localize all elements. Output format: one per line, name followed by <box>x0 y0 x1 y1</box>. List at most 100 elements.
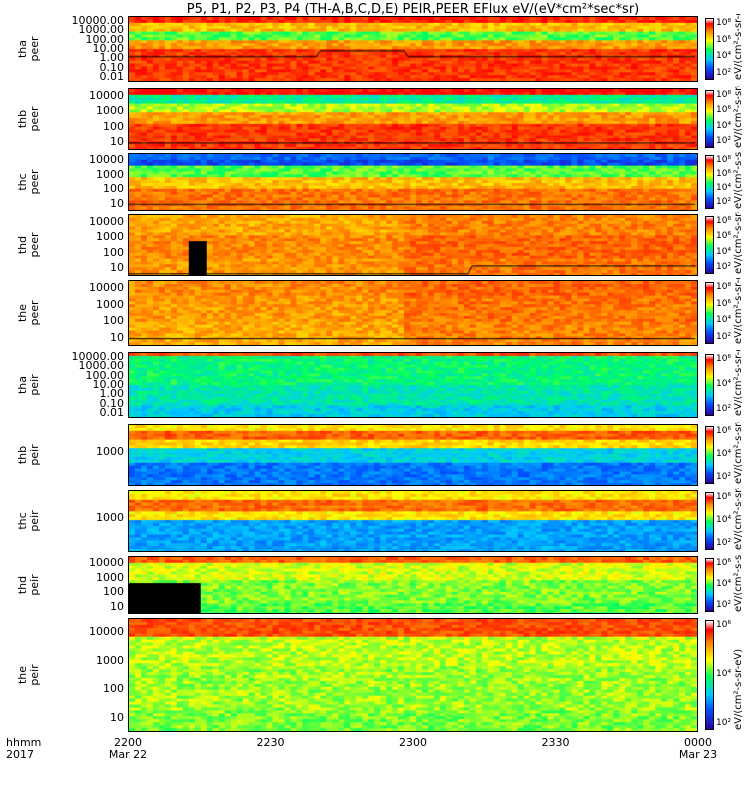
y-axis-label: thd peer <box>16 230 41 260</box>
y-axis-label-quantity: peir <box>28 444 41 466</box>
chart-title: P5, P1, P2, P3, P4 (TH-A,B,C,D,E) PEIR,P… <box>186 2 640 17</box>
colorbar-tick-label: 10² <box>716 404 732 414</box>
spectrogram-thd-peer <box>128 214 698 276</box>
colorbar-units-label: eV/(cm²-s-sr-eV) <box>733 278 744 344</box>
colorbar-tick-label: 10⁶ <box>716 169 732 179</box>
y-tick-label: 0.01 <box>99 70 125 84</box>
y-tick-label: 10.00 <box>92 42 125 55</box>
y-tick-label: 10000 <box>89 214 124 228</box>
y-tick-label: 1000 <box>96 297 124 311</box>
x-tick-label: 2300 <box>383 737 443 749</box>
y-axis-label-quantity: peer <box>28 36 41 62</box>
x-axis-row-labels: hhmm 2017 <box>6 737 41 761</box>
y-tick-label: 100 <box>103 245 124 259</box>
colorbar-tick-label: 10⁴ <box>716 579 732 589</box>
y-tick-label: 1000 <box>96 653 124 667</box>
colorbar-tick-label: 10² <box>716 600 732 610</box>
y-tick-label: 10000.00 <box>71 349 125 363</box>
y-axis-label-quantity: peer <box>28 106 41 132</box>
y-tick-label: 100 <box>103 585 124 599</box>
x-tick-date: Mar 22 <box>108 748 148 761</box>
y-tick-label: 1000.00 <box>78 23 125 37</box>
y-axis-label-quantity: peer <box>28 300 41 326</box>
colorbar-tick-label: 10⁴ <box>716 120 732 131</box>
spectrogram-image <box>129 491 697 551</box>
x-tick-time: 2300 <box>399 736 427 749</box>
spectrogram-image <box>129 619 697 731</box>
y-tick-label: 1000 <box>96 444 124 458</box>
y-tick-label: 0.10 <box>99 396 125 410</box>
spectrogram-tha-peer <box>128 16 698 82</box>
spectrogram-image <box>129 17 697 81</box>
y-axis-label-quantity: peir <box>28 374 41 396</box>
x-tick-time: 2200 <box>114 736 142 749</box>
colorbar-tick-label: 10⁶ <box>716 492 732 502</box>
colorbar-tick-label: 10² <box>716 68 732 78</box>
spectrogram-image <box>129 281 697 345</box>
y-axis-label-quantity: peer <box>28 232 41 258</box>
spectrogram-the-peer <box>128 280 698 346</box>
colorbar-tick-label: 10⁸ <box>716 216 732 226</box>
y-axis-label-quantity: peir <box>28 574 41 596</box>
colorbar-tick-label: 10⁸ <box>716 18 732 28</box>
x-axis-row-label-hhmm: hhmm <box>6 736 42 749</box>
colorbar-tick-label: 10⁶ <box>716 426 732 436</box>
y-tick-label: 10000 <box>89 88 124 102</box>
y-tick-label: 100.00 <box>85 32 125 46</box>
colorbar-tick-label: 10² <box>716 136 732 146</box>
colorbar-tick-label: 10⁴ <box>716 515 732 525</box>
y-axis-label-quantity: peir <box>28 510 41 532</box>
y-tick-label: 10 <box>110 710 124 724</box>
y-tick-label: 10000 <box>89 153 124 167</box>
y-tick-label: 1000 <box>96 510 124 524</box>
y-tick-label: 100 <box>103 682 124 696</box>
y-axis-label: thc peer <box>16 167 41 197</box>
colorbar-units-label: eV/(cm²-s-sr-eV) <box>733 648 744 730</box>
y-tick-label: 10 <box>110 330 124 344</box>
y-tick-label: 1000.00 <box>78 359 125 373</box>
colorbar-units-label: eV/(cm²-s-sr-eV) <box>733 422 744 484</box>
colorbar-tick-label: 10⁴ <box>716 246 732 257</box>
colorbar <box>705 282 714 344</box>
y-axis-label: thb peir <box>16 440 41 470</box>
colorbar-tick-label: 10² <box>716 332 732 342</box>
y-axis-label: the peer <box>16 298 41 328</box>
colorbar-units-label: eV/(cm²-s-sr-eV) <box>733 488 744 550</box>
colorbar-tick-label: 10⁴ <box>716 51 732 62</box>
y-axis-label-quantity: peer <box>28 169 41 195</box>
colorbar <box>705 354 714 416</box>
colorbar-tick-label: 10⁶ <box>716 558 732 568</box>
spectrogram-image <box>129 215 697 275</box>
y-axis-label: thb peer <box>16 104 41 134</box>
colorbar-units-label: eV/(cm²-s-sr-eV) <box>733 151 744 209</box>
colorbar-units-label: eV/(cm²-s-sr-eV) <box>733 212 744 274</box>
spectrogram-image <box>129 557 697 613</box>
colorbar <box>705 558 714 612</box>
x-tick-label: 2200 Mar 22 <box>98 737 158 761</box>
spectrogram-image <box>129 89 697 149</box>
colorbar-tick-label: 10⁶ <box>716 298 732 309</box>
y-tick-label: 10 <box>110 261 124 275</box>
x-axis-row-label-year: 2017 <box>6 748 34 761</box>
colorbar-tick-label: 10⁸ <box>716 282 732 292</box>
y-tick-label: 0.10 <box>99 60 125 74</box>
y-tick-label: 10 <box>110 196 124 210</box>
colorbar-units-label: eV/(cm²-s-sr-eV) <box>733 14 744 80</box>
y-tick-label: 100.00 <box>85 368 125 382</box>
y-axis-label-quantity: peir <box>28 664 41 686</box>
colorbar-tick-label: 10² <box>716 718 732 728</box>
y-tick-label: 1000 <box>96 104 124 118</box>
colorbar <box>705 426 714 484</box>
y-tick-label: 1.00 <box>99 387 125 401</box>
y-tick-label: 10 <box>110 135 124 149</box>
x-tick-time: 2230 <box>256 736 285 749</box>
colorbar-tick-label: 10⁴ <box>716 449 732 459</box>
y-tick-label: 100 <box>103 182 124 196</box>
spectrogram-image <box>129 154 697 210</box>
y-tick-label: 1.00 <box>99 51 125 65</box>
colorbar-tick-label: 10² <box>716 472 732 482</box>
colorbar <box>705 155 714 209</box>
colorbar-tick-label: 10⁸ <box>716 155 732 165</box>
colorbar-tick-label: 10⁶ <box>716 34 732 45</box>
y-axis-label: tha peir <box>16 370 41 400</box>
